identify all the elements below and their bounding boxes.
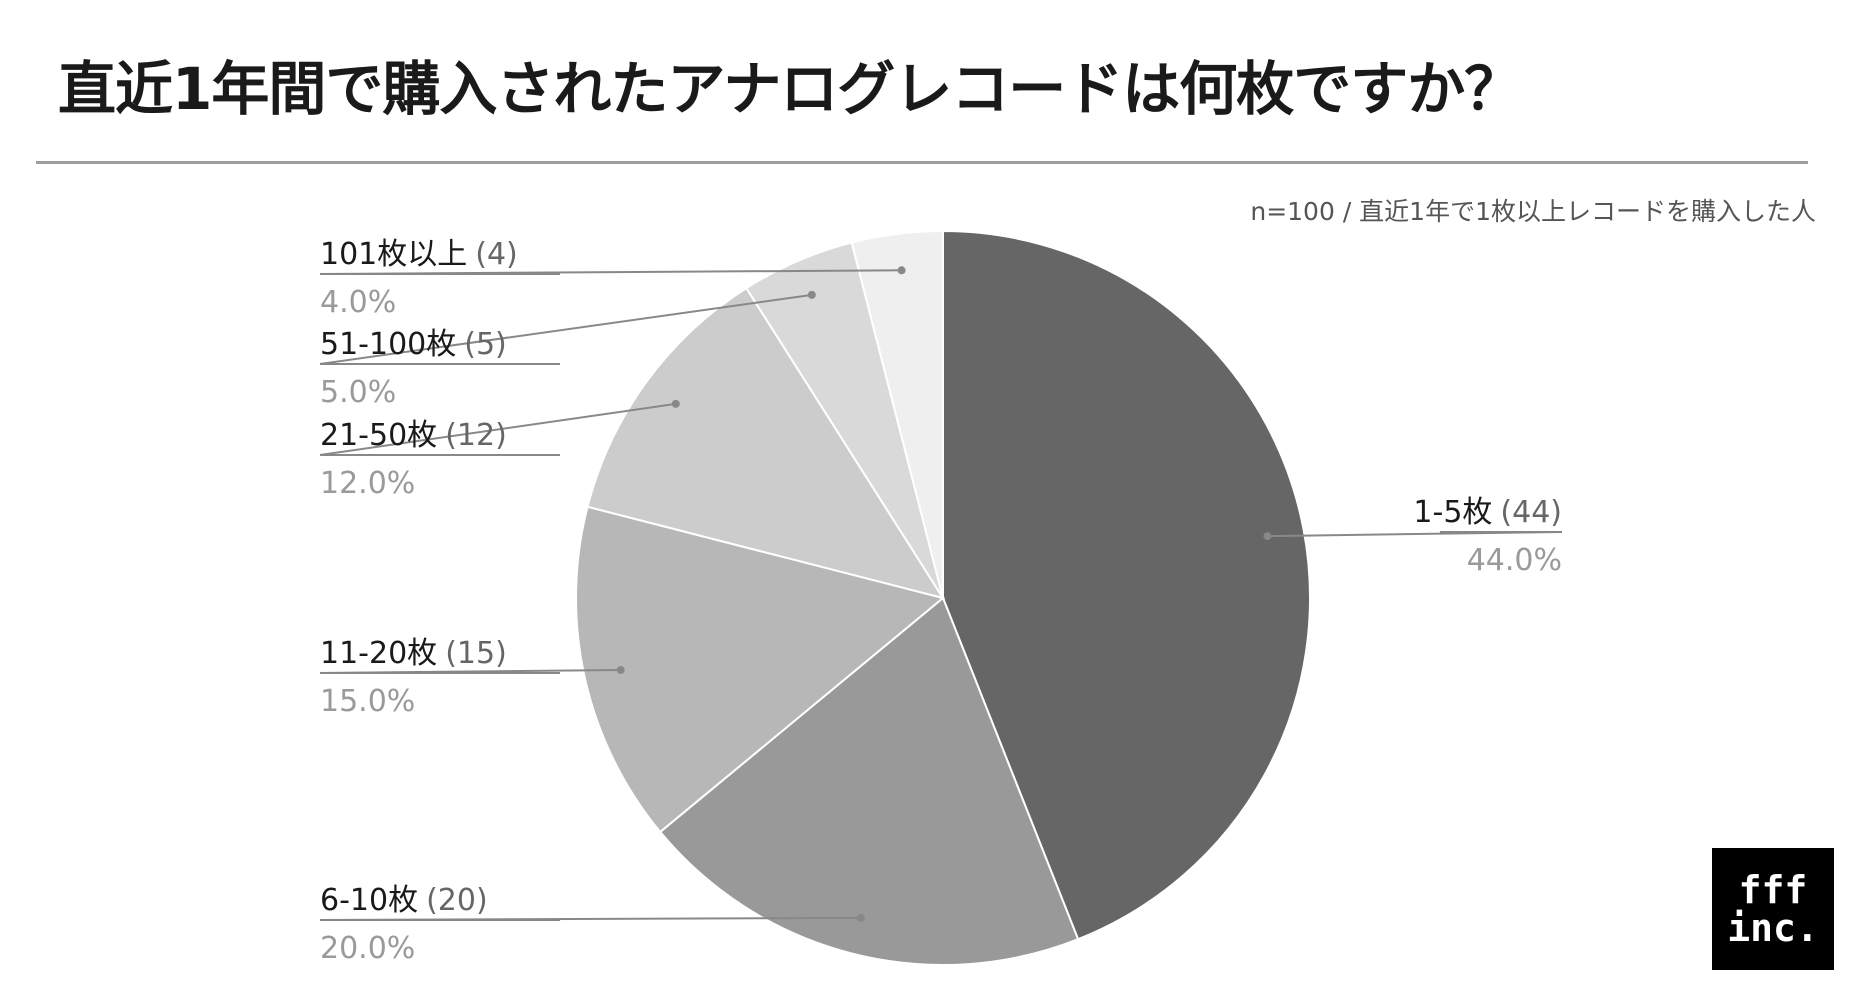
slice-percent-label: 44.0% bbox=[1467, 543, 1562, 578]
slice-percent-label: 4.0% bbox=[320, 285, 396, 320]
leader-dot-101-plus bbox=[897, 266, 906, 275]
sample-note: n=100 / 直近1年で1枚以上レコードを購入した人 bbox=[1250, 197, 1816, 226]
slice-category-label: 101枚以上 (4) bbox=[320, 237, 518, 272]
slice-category-label: 21-50枚 (12) bbox=[320, 418, 507, 453]
pie-slice-6-10 bbox=[658, 596, 1080, 966]
slice-category-label: 51-100枚 (5) bbox=[320, 327, 507, 362]
slice-percent-label: 20.0% bbox=[320, 931, 415, 966]
pie-slice-11-20 bbox=[575, 505, 946, 834]
slice-percent-label: 12.0% bbox=[320, 466, 415, 501]
leader-lines bbox=[319, 266, 1563, 922]
logo-line-1: fff bbox=[1738, 868, 1808, 912]
leader-line-51-100 bbox=[319, 293, 812, 365]
leader-dot-6-10 bbox=[856, 913, 865, 922]
pie-slices bbox=[575, 229, 1311, 966]
pie-slice-1-5 bbox=[942, 229, 1311, 941]
slice-labels: 1-5枚 (44) 44.0% 6-10枚 (20) 20.0% 11-20枚 (15) 15.… bbox=[320, 237, 1562, 966]
leader-dot-51-100 bbox=[807, 290, 816, 299]
logo-line-2: inc. bbox=[1727, 906, 1819, 950]
slice-percent-label: 15.0% bbox=[320, 684, 415, 719]
leader-dot-21-50 bbox=[671, 399, 680, 408]
slice-category-label: 6-10枚 (20) bbox=[320, 883, 488, 918]
slice-category-label: 11-20枚 (15) bbox=[320, 636, 507, 671]
leader-line-21-50 bbox=[319, 402, 676, 456]
title-divider bbox=[36, 161, 1808, 164]
page-title: 直近1年間で購入されたアナログレコードは何枚ですか？ bbox=[58, 55, 1522, 123]
leader-dot-1-5 bbox=[1263, 532, 1272, 541]
slice-category-label: 1-5枚 (44) bbox=[1413, 495, 1562, 530]
slice-percent-label: 5.0% bbox=[320, 375, 396, 410]
pie-slice-101-plus bbox=[850, 229, 944, 599]
leader-dot-11-20 bbox=[616, 666, 625, 675]
company-logo: fff inc. bbox=[1712, 848, 1834, 970]
pie-slice-21-50 bbox=[586, 286, 946, 600]
